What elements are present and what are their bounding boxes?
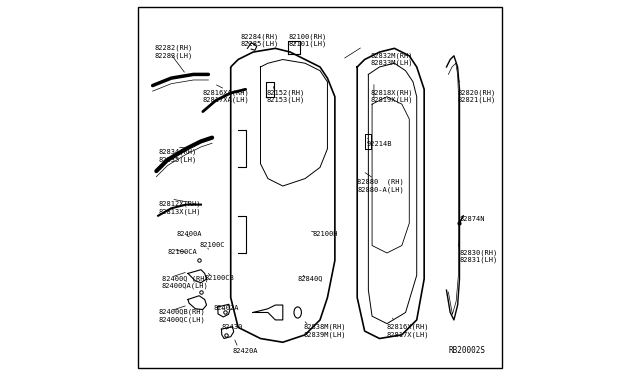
Text: 82832M(RH)
82833M(LH): 82832M(RH) 82833M(LH) — [370, 52, 413, 66]
Text: 82830(RH)
82831(LH): 82830(RH) 82831(LH) — [460, 249, 498, 263]
Text: 82100H: 82100H — [312, 231, 338, 237]
Text: 82402A: 82402A — [214, 305, 239, 311]
Text: 82834(RH)
82835(LH): 82834(RH) 82835(LH) — [158, 149, 196, 163]
Text: 82420A: 82420A — [232, 348, 258, 354]
Text: 82812X(RH)
82813X(LH): 82812X(RH) 82813X(LH) — [158, 201, 201, 215]
Text: 82284(RH)
82285(LH): 82284(RH) 82285(LH) — [240, 33, 278, 48]
Text: 82816XA(RH)
82817XA(LH): 82816XA(RH) 82817XA(LH) — [203, 89, 250, 103]
Text: 82430: 82430 — [221, 324, 243, 330]
Text: 82840Q: 82840Q — [298, 275, 323, 281]
Text: RB20002S: RB20002S — [449, 346, 486, 355]
Text: 82152(RH)
82153(LH): 82152(RH) 82153(LH) — [266, 89, 304, 103]
Text: 82400Q (RH)
82400QA(LH): 82400Q (RH) 82400QA(LH) — [162, 275, 209, 289]
Text: 82100C: 82100C — [199, 242, 225, 248]
Text: 82838M(RH)
82839M(LH): 82838M(RH) 82839M(LH) — [303, 324, 346, 338]
Text: 82400A: 82400A — [177, 231, 202, 237]
Text: 82816X(RH)
82817X(LH): 82816X(RH) 82817X(LH) — [387, 324, 429, 338]
Text: 92214B: 92214B — [367, 141, 392, 147]
Text: 82400QB(RH)
82400QC(LH): 82400QB(RH) 82400QC(LH) — [158, 309, 205, 323]
Text: 82818X(RH)
82819X(LH): 82818X(RH) 82819X(LH) — [370, 89, 413, 103]
Text: 82100CB: 82100CB — [205, 275, 234, 281]
Text: 82282(RH)
82283(LH): 82282(RH) 82283(LH) — [154, 45, 193, 59]
Text: 82820(RH)
82821(LH): 82820(RH) 82821(LH) — [458, 89, 496, 103]
Text: 82880  (RH)
82880-A(LH): 82880 (RH) 82880-A(LH) — [357, 179, 404, 193]
Text: 82874N: 82874N — [460, 216, 485, 222]
Text: 82100CA: 82100CA — [168, 249, 197, 255]
Text: 82100(RH)
82101(LH): 82100(RH) 82101(LH) — [289, 33, 326, 48]
